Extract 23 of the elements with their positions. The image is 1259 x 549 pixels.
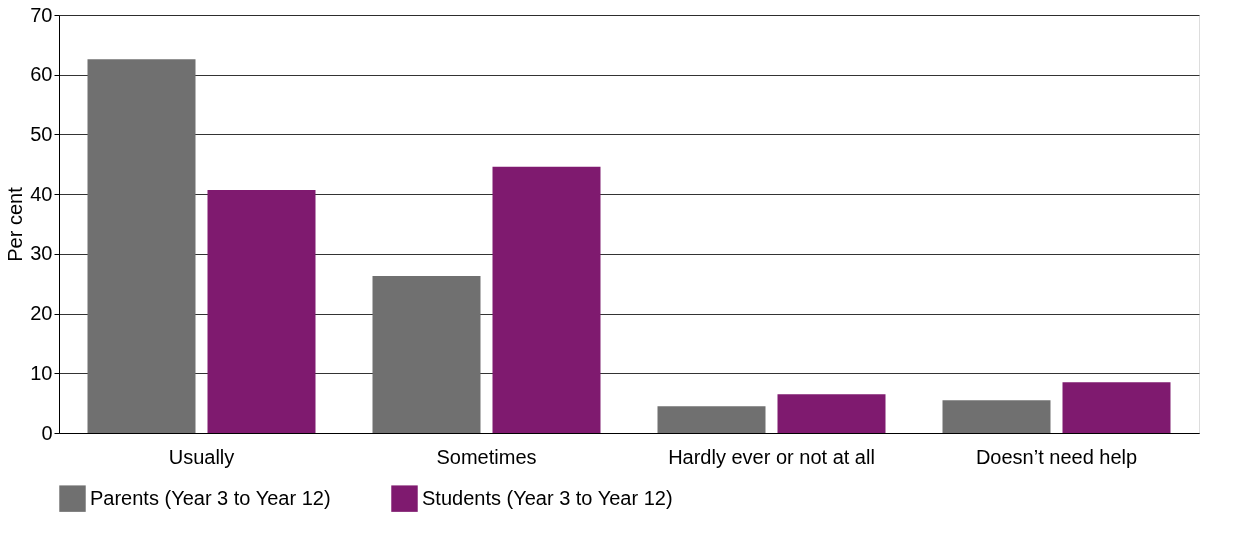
bar xyxy=(1062,382,1171,433)
bar xyxy=(87,59,196,433)
x-tick-label: Usually xyxy=(168,445,235,468)
bar xyxy=(492,166,601,433)
y-tick-label: 20 xyxy=(30,302,53,325)
y-tick-label: 0 xyxy=(41,421,53,444)
y-tick-label: 30 xyxy=(30,242,53,265)
legend-label: Parents (Year 3 to Year 12) xyxy=(90,486,331,509)
x-tick-label: Sometimes xyxy=(436,445,537,468)
bar xyxy=(942,400,1051,433)
y-tick-label: 10 xyxy=(30,361,53,384)
bar xyxy=(372,275,481,433)
legend-label: Students (Year 3 to Year 12) xyxy=(422,486,673,509)
y-tick-label: 40 xyxy=(30,182,53,205)
y-tick-label: 50 xyxy=(30,122,53,145)
x-tick-label: Doesn’t need help xyxy=(975,445,1138,468)
x-tick-label: Hardly ever or not at all xyxy=(668,445,875,468)
y-tick-label: 60 xyxy=(30,63,53,86)
bar xyxy=(657,406,766,433)
y-tick-label: 70 xyxy=(30,3,53,26)
y-axis-title: Per cent xyxy=(4,186,27,262)
bar xyxy=(207,189,316,433)
bar xyxy=(777,394,886,433)
